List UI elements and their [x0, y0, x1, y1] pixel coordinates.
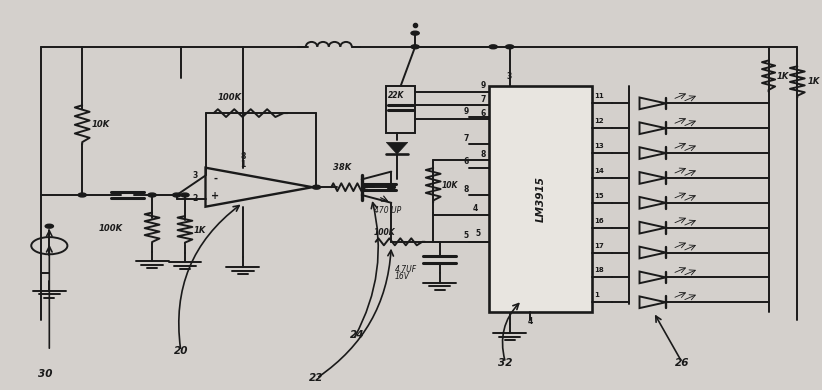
Bar: [489, 86, 592, 312]
Text: 9: 9: [481, 81, 486, 90]
Text: 4: 4: [528, 317, 533, 326]
Circle shape: [489, 45, 497, 49]
Text: 26: 26: [675, 358, 690, 368]
Text: 5: 5: [476, 229, 481, 239]
Text: 100K: 100K: [374, 227, 395, 237]
Text: 17: 17: [594, 243, 604, 248]
Text: 1: 1: [240, 160, 246, 169]
Text: 6: 6: [464, 157, 469, 167]
Text: 16V: 16V: [395, 272, 409, 282]
Circle shape: [173, 193, 181, 197]
Text: 1K: 1K: [193, 225, 206, 235]
Circle shape: [148, 193, 156, 197]
Text: 2: 2: [192, 194, 197, 204]
Circle shape: [181, 193, 189, 197]
Text: 18: 18: [594, 268, 604, 273]
Circle shape: [312, 185, 321, 189]
Text: 470 UP: 470 UP: [374, 206, 401, 215]
Text: 15: 15: [594, 193, 604, 199]
Circle shape: [411, 45, 419, 49]
Text: 1: 1: [594, 292, 599, 298]
Text: 5: 5: [464, 231, 469, 241]
Text: 10K: 10K: [441, 181, 458, 190]
Text: 4: 4: [473, 204, 481, 213]
Text: 1K: 1K: [807, 77, 820, 87]
Text: 3: 3: [192, 171, 197, 180]
Text: 38K: 38K: [333, 163, 351, 172]
Text: 12: 12: [594, 118, 604, 124]
Polygon shape: [386, 142, 408, 154]
Circle shape: [78, 193, 86, 197]
Text: 30: 30: [38, 369, 53, 379]
Circle shape: [387, 185, 395, 189]
Circle shape: [411, 31, 419, 35]
Text: 14: 14: [594, 168, 604, 174]
Text: 9: 9: [464, 106, 469, 116]
Text: 16: 16: [594, 218, 604, 223]
Text: 1K: 1K: [777, 71, 789, 81]
Text: 22: 22: [309, 373, 324, 383]
Text: 100K: 100K: [99, 223, 122, 233]
Circle shape: [506, 45, 514, 49]
Text: 7: 7: [464, 134, 469, 143]
Bar: [386, 86, 415, 133]
Text: 22K: 22K: [388, 91, 404, 100]
Text: 8: 8: [464, 184, 469, 194]
Text: 32: 32: [498, 358, 513, 368]
Text: 4.7UF: 4.7UF: [395, 264, 417, 274]
Text: 3: 3: [507, 71, 512, 81]
Text: 8: 8: [481, 149, 487, 159]
Text: 6: 6: [481, 108, 486, 118]
Text: 10K: 10K: [92, 120, 110, 129]
Text: 24: 24: [350, 330, 365, 340]
Text: +: +: [211, 191, 219, 201]
Text: 100K: 100K: [218, 93, 242, 102]
Text: 11: 11: [594, 93, 604, 99]
Text: 7: 7: [481, 95, 487, 104]
Text: LM3915: LM3915: [535, 176, 546, 222]
Text: -: -: [214, 174, 217, 183]
Text: 20: 20: [173, 346, 188, 356]
Text: 8: 8: [240, 152, 246, 161]
Circle shape: [45, 224, 53, 228]
Text: 13: 13: [594, 143, 604, 149]
